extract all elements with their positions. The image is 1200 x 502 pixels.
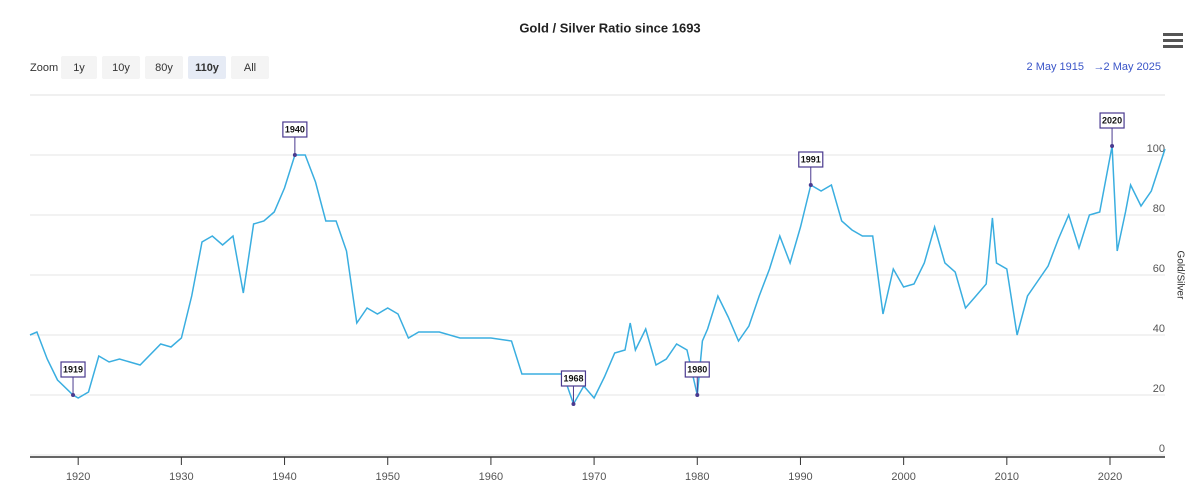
flag-point: [571, 402, 576, 406]
flag-label: 2020: [1102, 115, 1122, 125]
menu-bar[interactable]: [1163, 39, 1183, 42]
zoom-button-bg[interactable]: [145, 56, 183, 79]
flag-box: [684, 361, 710, 378]
zoom-button-label[interactable]: 10y: [112, 62, 130, 74]
zoom-button-bg[interactable]: [188, 56, 226, 79]
flag-label: 1940: [285, 124, 305, 134]
zoom-button-label[interactable]: All: [244, 62, 256, 74]
x-tick-label: 1960: [479, 471, 503, 483]
y-tick-label: 80: [1153, 203, 1165, 215]
y-tick-label: 100: [1147, 143, 1165, 155]
x-tick-label: 1950: [375, 471, 399, 483]
flag-point: [1110, 144, 1115, 148]
zoom-button-label[interactable]: 110y: [195, 62, 220, 74]
flag-label: 1991: [801, 154, 821, 164]
zoom-button[interactable]: 110y: [188, 56, 226, 79]
y-tick-label: 40: [1153, 323, 1165, 335]
x-tick-label: 1980: [685, 471, 709, 483]
flag: 1919: [60, 361, 86, 397]
x-tick-label: 2020: [1098, 471, 1122, 483]
flag-point: [695, 393, 700, 397]
zoom-button[interactable]: 10y: [102, 56, 140, 79]
x-tick-label: 1940: [272, 471, 296, 483]
flag: 1991: [798, 151, 824, 187]
zoom-label: Zoom: [30, 62, 58, 74]
x-tick-label: 2000: [891, 471, 915, 483]
zoom-button-label[interactable]: 80y: [155, 62, 173, 74]
y-tick-label: 20: [1153, 383, 1165, 395]
x-tick-label: 2010: [995, 471, 1019, 483]
menu-icon[interactable]: [1163, 33, 1183, 48]
flag-box: [798, 151, 824, 168]
flag: 2020: [1099, 112, 1125, 148]
flag-label: 1980: [687, 364, 707, 374]
flag-box: [282, 121, 308, 138]
flag-label: 1919: [63, 364, 83, 374]
flag-box: [1099, 112, 1125, 129]
zoom-button-bg[interactable]: [61, 56, 97, 79]
range-separator: →: [1094, 61, 1105, 73]
x-tick-label: 1930: [169, 471, 193, 483]
flag: 1940: [282, 121, 308, 157]
flag-label: 1968: [563, 373, 583, 383]
menu-bar[interactable]: [1163, 33, 1183, 36]
range-to[interactable]: 2 May 2025: [1104, 61, 1161, 73]
flag-box: [60, 361, 86, 378]
chart-title: Gold / Silver Ratio since 1693: [519, 20, 700, 35]
menu-bar[interactable]: [1163, 45, 1183, 48]
x-tick-label: 1920: [66, 471, 90, 483]
x-tick-label: 1990: [788, 471, 812, 483]
flag-point: [71, 393, 76, 397]
y-tick-label: 60: [1153, 263, 1165, 275]
range-from[interactable]: 2 May 1915: [1027, 61, 1084, 73]
flag-point: [292, 153, 297, 157]
series-line: [29, 145, 1166, 406]
flag: 1968: [560, 370, 587, 406]
zoom-button[interactable]: All: [231, 56, 269, 79]
zoom-button-label[interactable]: 1y: [73, 62, 85, 74]
zoom-button[interactable]: 1y: [61, 56, 97, 79]
flag: 1980: [684, 361, 710, 397]
zoom-button-bg[interactable]: [102, 56, 140, 79]
zoom-button-bg[interactable]: [231, 56, 269, 79]
flag-point: [808, 183, 813, 187]
y-tick-label: 0: [1159, 443, 1165, 455]
y-axis-title: Gold/Silver: [1174, 251, 1185, 301]
zoom-button[interactable]: 80y: [145, 56, 183, 79]
flag-box: [560, 370, 587, 387]
x-tick-label: 1970: [582, 471, 606, 483]
